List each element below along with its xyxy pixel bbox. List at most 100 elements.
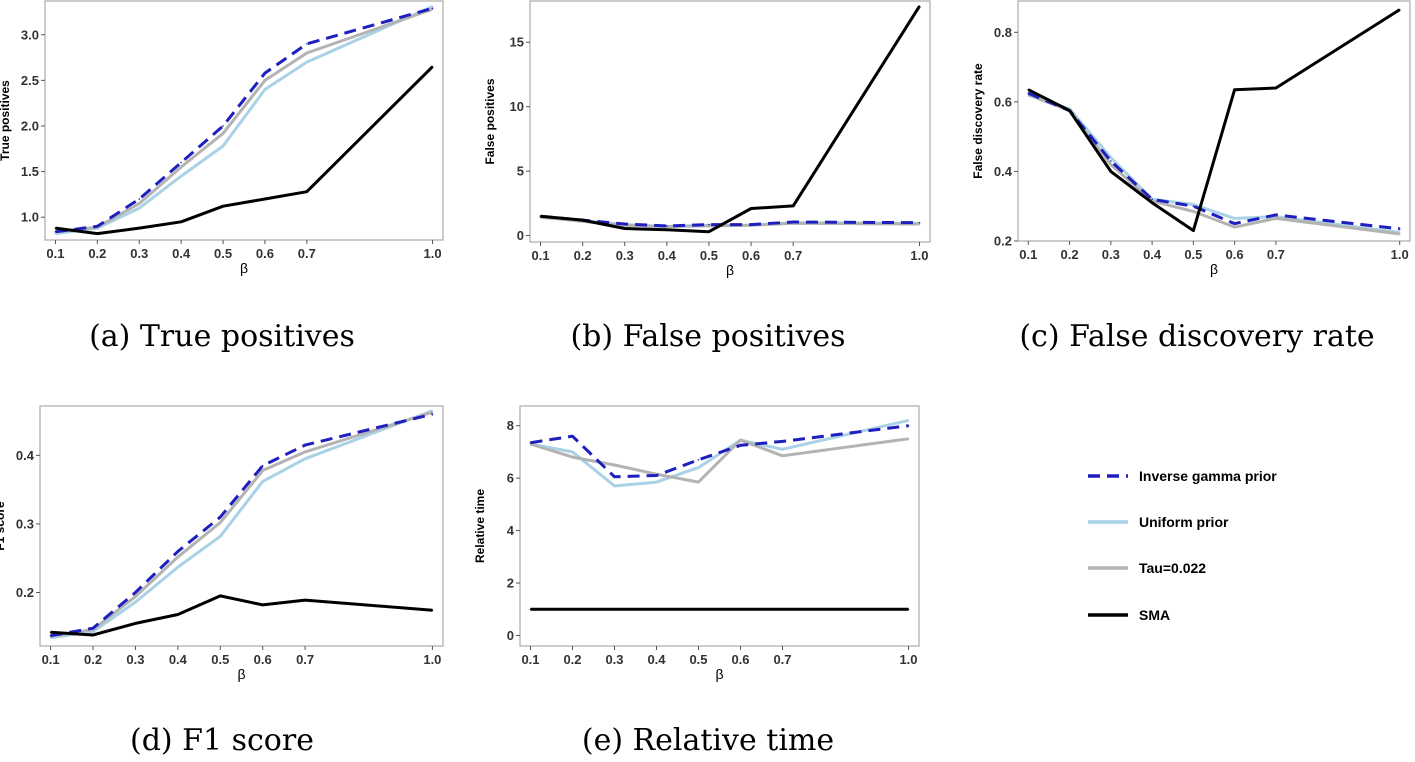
x-tick-label: 0.3 xyxy=(605,652,623,667)
x-tick-label: 0.2 xyxy=(1061,247,1079,262)
legend-label: SMA xyxy=(1139,607,1170,623)
data-point xyxy=(304,458,306,460)
data-point xyxy=(49,631,52,634)
data-point xyxy=(708,230,710,233)
data-point xyxy=(571,456,574,458)
data-point xyxy=(134,595,137,598)
data-point xyxy=(54,230,57,233)
data-point xyxy=(304,451,306,453)
x-tick-label: 0.6 xyxy=(256,246,274,261)
data-point xyxy=(1233,222,1236,225)
data-point xyxy=(529,441,532,444)
data-point xyxy=(1275,87,1277,89)
data-point xyxy=(261,469,264,472)
legend-label: Tau=0.022 xyxy=(1139,560,1206,576)
data-point xyxy=(571,435,574,437)
data-point xyxy=(431,413,434,416)
data-point xyxy=(180,175,182,177)
y-axis-label: False positives xyxy=(483,78,497,164)
x-tick-label: 0.3 xyxy=(1102,247,1120,262)
data-point xyxy=(1068,109,1071,112)
x-tick-label: 0.7 xyxy=(773,652,791,667)
data-point xyxy=(134,622,137,625)
data-point xyxy=(96,225,99,228)
data-point xyxy=(431,411,434,413)
x-tick-label: 0.6 xyxy=(742,248,760,263)
data-point xyxy=(1233,88,1236,91)
data-point xyxy=(697,481,700,483)
data-point xyxy=(96,232,99,235)
data-point xyxy=(219,535,222,538)
x-tick-label: 0.4 xyxy=(169,652,188,667)
x-axis-label: β xyxy=(726,262,734,278)
data-point xyxy=(222,205,224,208)
data-point xyxy=(177,566,179,568)
data-point xyxy=(304,444,306,446)
plot-frame xyxy=(39,405,444,647)
data-point xyxy=(1192,229,1195,232)
y-axis-label: False discovery rate xyxy=(971,63,985,179)
x-tick-label: 0.1 xyxy=(46,246,64,261)
panel-3: 0.2 0.3 0.4 0.1 0.2 0.3 0.4 0.5 0.6 0.7 1.0 β F1 sco… xyxy=(0,405,444,758)
x-tick-label: 0.7 xyxy=(784,248,802,263)
data-point xyxy=(1275,217,1277,220)
x-tick-label: 0.1 xyxy=(531,248,549,263)
series-line-uniform-prior xyxy=(50,409,433,640)
x-tick-label: 0.6 xyxy=(1226,247,1244,262)
data-point xyxy=(431,65,434,68)
data-point xyxy=(222,145,224,147)
y-tick-label: 15 xyxy=(510,35,524,50)
x-tick-label: 0.5 xyxy=(700,248,718,263)
y-tick-label: 6 xyxy=(507,471,514,486)
data-point xyxy=(134,591,137,594)
data-point xyxy=(222,132,224,135)
data-point xyxy=(918,5,921,7)
data-point xyxy=(92,630,94,633)
y-tick-label: 5 xyxy=(517,164,524,179)
y-tick-label: 0.3 xyxy=(16,516,34,531)
data-point xyxy=(1027,92,1030,94)
x-tick-label: 0.7 xyxy=(298,246,316,261)
panel-caption: (a) True positives xyxy=(89,319,355,354)
x-tick-label: 1.0 xyxy=(423,652,441,667)
data-point xyxy=(177,613,179,616)
x-tick-label: 0.6 xyxy=(254,652,272,667)
data-point xyxy=(655,474,658,477)
data-point xyxy=(219,521,222,524)
x-tick-label: 0.5 xyxy=(689,652,707,667)
data-point xyxy=(264,88,266,91)
y-tick-label: 2.5 xyxy=(21,73,39,88)
x-axis-label: β xyxy=(1210,261,1218,277)
data-point xyxy=(1275,214,1277,216)
y-tick-label: 0.8 xyxy=(994,25,1012,40)
y-tick-label: 0.4 xyxy=(16,448,35,463)
data-point xyxy=(1192,210,1195,213)
y-tick-label: 0.6 xyxy=(994,94,1012,109)
x-axis-label: β xyxy=(715,666,723,682)
data-point xyxy=(431,7,434,10)
legend-label: Uniform prior xyxy=(1139,514,1229,530)
data-point xyxy=(907,437,910,440)
data-point xyxy=(138,198,141,200)
y-tick-label: 2.0 xyxy=(21,118,39,133)
data-point xyxy=(613,485,616,487)
data-point xyxy=(613,464,616,466)
data-point xyxy=(529,608,532,611)
data-point xyxy=(92,634,94,636)
data-point xyxy=(264,79,266,82)
data-point xyxy=(222,125,224,127)
data-point xyxy=(1233,217,1236,220)
data-point xyxy=(177,556,179,558)
data-point xyxy=(623,227,626,230)
data-point xyxy=(54,227,57,229)
y-tick-label: 1.5 xyxy=(21,164,39,179)
y-tick-label: 4 xyxy=(507,523,515,538)
data-point xyxy=(907,419,910,422)
data-point xyxy=(539,215,542,218)
data-point xyxy=(918,221,921,224)
x-tick-label: 0.5 xyxy=(214,246,232,261)
data-point xyxy=(180,220,182,223)
data-point xyxy=(261,464,264,467)
data-point xyxy=(708,223,710,226)
